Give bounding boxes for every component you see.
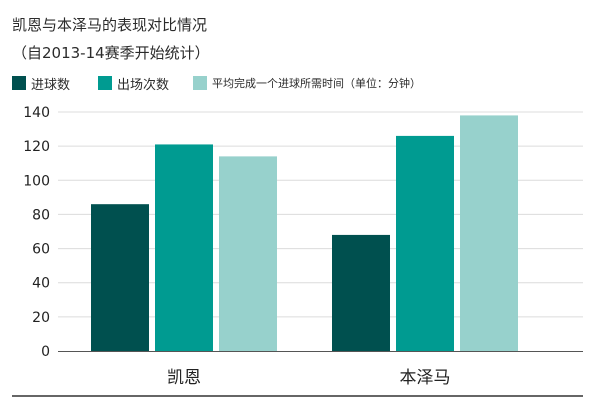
legend-swatch-goals (12, 76, 26, 90)
y-tick-label-40: 40 (32, 276, 50, 292)
legend-swatch-minutes-per-goal (193, 76, 207, 90)
legend-label-goals: 进球数 (31, 77, 71, 93)
legend-swatch-appearances (98, 76, 112, 90)
y-tick-label-140: 140 (23, 105, 50, 121)
chart-subtitle: （自2013-14赛季开始统计） (12, 44, 210, 62)
y-tick-label-120: 120 (23, 139, 50, 155)
x-tick-label-1: 本泽马 (400, 368, 451, 388)
y-tick-label-100: 100 (23, 173, 50, 189)
legend-item-minutes-per-goal: 平均完成一个进球所需时间（单位：分钟） (193, 74, 421, 92)
chart-title: 凯恩与本泽马的表现对比情况 (12, 16, 208, 34)
bar-0-0 (91, 204, 149, 351)
bar-1-2 (460, 115, 518, 352)
bar-0-1 (155, 144, 213, 351)
y-tick-label-20: 20 (32, 310, 50, 326)
bar-0-2 (219, 156, 277, 351)
y-tick-label-0: 0 (41, 344, 50, 360)
bar-1-0 (332, 234, 390, 351)
legend-label-appearances: 出场次数 (117, 77, 170, 93)
bar-1-1 (396, 135, 454, 351)
x-tick-label-0: 凯恩 (167, 368, 201, 388)
legend-label-minutes-per-goal: 平均完成一个进球所需时间（单位：分钟） (212, 77, 421, 90)
y-tick-label-80: 80 (32, 207, 50, 223)
legend-item-appearances: 出场次数 (98, 74, 170, 93)
legend-item-goals: 进球数 (12, 74, 71, 93)
y-tick-label-60: 60 (32, 242, 50, 258)
